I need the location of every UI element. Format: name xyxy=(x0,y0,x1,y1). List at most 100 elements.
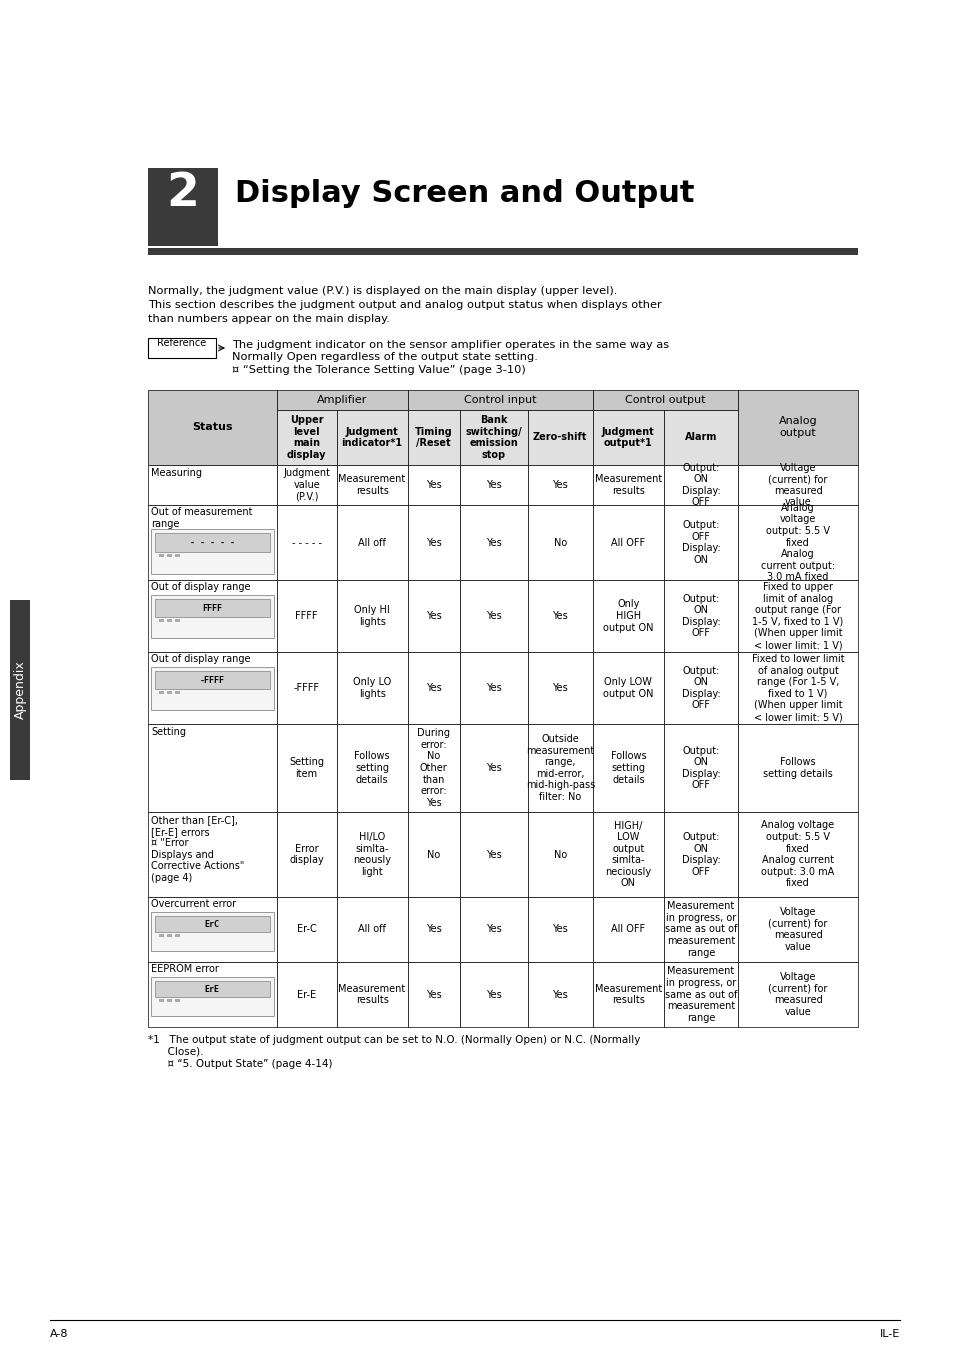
Text: Yes: Yes xyxy=(425,925,441,934)
Text: All OFF: All OFF xyxy=(611,925,645,934)
Bar xyxy=(148,248,857,255)
Bar xyxy=(151,595,274,639)
Bar xyxy=(276,390,407,410)
Text: Yes: Yes xyxy=(485,925,501,934)
Bar xyxy=(459,410,527,464)
Bar xyxy=(154,533,270,552)
Text: Voltage
(current) for
measured
value: Voltage (current) for measured value xyxy=(767,972,827,1017)
Bar xyxy=(336,724,407,811)
Text: The judgment indicator on the sensor amplifier operates in the same way as: The judgment indicator on the sensor amp… xyxy=(232,340,668,350)
Bar xyxy=(167,999,172,1003)
Text: During
error:
No
Other
than
error:
Yes: During error: No Other than error: Yes xyxy=(416,728,450,807)
Text: Timing
/Reset: Timing /Reset xyxy=(415,427,452,448)
Bar xyxy=(527,963,593,1027)
Text: Out of display range: Out of display range xyxy=(151,582,251,593)
Text: Appendix: Appendix xyxy=(13,660,27,720)
Text: Er-C: Er-C xyxy=(296,925,316,934)
Text: Only
HIGH
output ON: Only HIGH output ON xyxy=(602,599,653,633)
Bar xyxy=(407,963,459,1027)
Text: Yes: Yes xyxy=(425,537,441,548)
Bar xyxy=(593,811,663,896)
Bar xyxy=(593,505,663,580)
Text: Status: Status xyxy=(192,423,233,432)
Bar xyxy=(738,652,857,724)
Bar xyxy=(276,896,336,963)
Bar xyxy=(593,963,663,1027)
Bar xyxy=(154,671,270,689)
Text: Yes: Yes xyxy=(552,612,568,621)
Text: Setting
item: Setting item xyxy=(289,757,324,779)
Text: -FFFF: -FFFF xyxy=(294,683,319,693)
Text: Overcurrent error: Overcurrent error xyxy=(151,899,236,909)
Text: 2: 2 xyxy=(167,170,199,216)
Bar xyxy=(151,977,274,1017)
Bar xyxy=(407,896,459,963)
Text: Output:
ON
Display:
OFF: Output: ON Display: OFF xyxy=(680,832,720,878)
Bar xyxy=(276,410,336,464)
Bar xyxy=(276,811,336,896)
Bar xyxy=(738,811,857,896)
Text: Amplifier: Amplifier xyxy=(316,396,367,405)
Text: than numbers appear on the main display.: than numbers appear on the main display. xyxy=(148,315,390,324)
Bar xyxy=(336,505,407,580)
Text: Analog
voltage
output: 5.5 V
fixed
Analog
current output:
3.0 mA fixed: Analog voltage output: 5.5 V fixed Analo… xyxy=(760,502,834,582)
Text: This section describes the judgment output and analog output status when display: This section describes the judgment outp… xyxy=(148,300,661,310)
Text: A-8: A-8 xyxy=(50,1328,69,1339)
Text: Analog
output: Analog output xyxy=(778,417,817,439)
Bar xyxy=(593,580,663,652)
Text: Yes: Yes xyxy=(425,990,441,999)
Text: Measurement
results: Measurement results xyxy=(338,984,405,1006)
Bar xyxy=(738,464,857,505)
Text: Alarm: Alarm xyxy=(684,432,717,443)
Bar xyxy=(527,580,593,652)
Bar xyxy=(148,811,276,896)
Text: Measuring: Measuring xyxy=(151,468,202,478)
Text: Only HI
lights: Only HI lights xyxy=(354,605,390,626)
Text: ErC: ErC xyxy=(205,919,219,929)
Bar xyxy=(527,896,593,963)
Bar xyxy=(148,724,276,811)
Bar xyxy=(159,934,164,937)
Text: Measurement
in progress, or
same as out of
measurement
range: Measurement in progress, or same as out … xyxy=(664,902,737,957)
Bar xyxy=(276,580,336,652)
Bar xyxy=(593,410,663,464)
Bar xyxy=(276,505,336,580)
Text: Error
display: Error display xyxy=(289,844,324,865)
Bar xyxy=(336,811,407,896)
Text: Output:
ON
Display:
OFF: Output: ON Display: OFF xyxy=(680,463,720,508)
Text: Reference: Reference xyxy=(157,338,207,348)
Bar xyxy=(407,505,459,580)
Text: Yes: Yes xyxy=(485,537,501,548)
Bar xyxy=(148,505,276,580)
Text: Judgment
indicator*1: Judgment indicator*1 xyxy=(341,427,402,448)
Bar xyxy=(159,620,164,622)
Text: Only LO
lights: Only LO lights xyxy=(353,678,391,699)
Text: Yes: Yes xyxy=(425,481,441,490)
Bar xyxy=(663,811,738,896)
Text: *1   The output state of judgment output can be set to N.O. (Normally Open) or N: *1 The output state of judgment output c… xyxy=(148,1035,639,1045)
Bar xyxy=(407,724,459,811)
Text: ¤ “5. Output State” (page 4-14): ¤ “5. Output State” (page 4-14) xyxy=(148,1058,333,1069)
Text: Measurement
results: Measurement results xyxy=(338,474,405,495)
Bar xyxy=(407,410,459,464)
Text: Zero-shift: Zero-shift xyxy=(533,432,587,443)
Bar xyxy=(663,963,738,1027)
Bar xyxy=(527,410,593,464)
Bar xyxy=(151,913,274,950)
Bar xyxy=(407,464,459,505)
Text: HI/LO
simlta-
neously
light: HI/LO simlta- neously light xyxy=(353,832,391,878)
Bar xyxy=(10,599,30,780)
Text: Follows
setting
details: Follows setting details xyxy=(610,752,645,784)
Text: Control input: Control input xyxy=(463,396,536,405)
Text: Yes: Yes xyxy=(552,925,568,934)
Text: Voltage
(current) for
measured
value: Voltage (current) for measured value xyxy=(767,907,827,952)
Text: Yes: Yes xyxy=(485,612,501,621)
Bar xyxy=(459,724,527,811)
Bar xyxy=(148,652,276,724)
Bar xyxy=(336,464,407,505)
Text: All off: All off xyxy=(357,537,386,548)
Bar xyxy=(738,963,857,1027)
Text: ErE: ErE xyxy=(205,984,219,994)
Bar xyxy=(336,652,407,724)
Bar xyxy=(738,896,857,963)
